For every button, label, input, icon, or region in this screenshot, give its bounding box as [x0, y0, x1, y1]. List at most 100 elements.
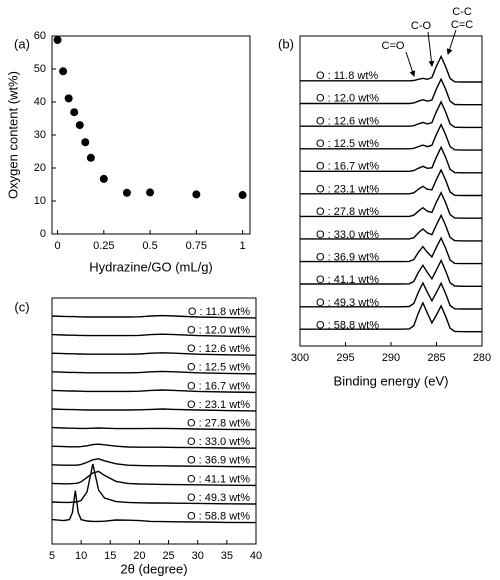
series-label: O : 12.5 wt%	[187, 362, 250, 374]
spectrum-line	[300, 258, 482, 287]
data-point	[64, 94, 73, 103]
spectrum-line	[300, 100, 482, 129]
spectrum-line	[51, 458, 257, 468]
spectrum-line	[51, 463, 257, 505]
spectrum-line	[300, 281, 482, 310]
x-tick-label: 0.25	[93, 240, 114, 252]
series-label: O : 11.8 wt%	[188, 306, 250, 318]
y-tick-label: 10	[34, 195, 46, 207]
series-label: O : 27.8 wt%	[316, 206, 379, 218]
y-tick-label: 20	[34, 162, 46, 174]
series-label: O : 12.5 wt%	[316, 138, 379, 150]
series-label: O : 36.9 wt%	[316, 252, 379, 264]
y-tick-label: 30	[34, 129, 46, 141]
spectrum-line	[51, 333, 257, 338]
series-label: O : 11.8 wt%	[316, 70, 378, 82]
series-label: O : 12.6 wt%	[316, 115, 379, 127]
x-tick-label: 20	[133, 550, 145, 562]
series-label: O : 12.6 wt%	[187, 343, 250, 355]
series-label: O : 49.3 wt%	[187, 492, 250, 504]
spectrum-line	[51, 443, 257, 449]
data-point	[70, 108, 79, 117]
x-tick-label: 25	[162, 550, 174, 562]
x-tick-label: 285	[427, 352, 445, 364]
x-tick-label: 290	[382, 352, 400, 364]
series-label: O : 36.9 wt%	[187, 455, 250, 467]
x-tick-label: 35	[221, 550, 233, 562]
x-tick-label: 0.75	[186, 240, 207, 252]
annotation: C=C	[451, 19, 473, 31]
arrow	[427, 31, 435, 67]
arrow	[405, 51, 416, 77]
y-tick-label: 50	[34, 63, 46, 75]
series-label: O : 23.1 wt%	[316, 183, 379, 195]
spectrum-line	[300, 236, 482, 265]
spectrum-line	[51, 426, 257, 431]
series-label: O : 58.8 wt%	[187, 511, 250, 523]
spectrum-line	[51, 408, 257, 412]
x-tick-label: 1	[240, 240, 246, 252]
x-tick-label: 15	[104, 550, 116, 562]
arrow	[446, 29, 457, 55]
series-label: O : 58.8 wt%	[316, 320, 379, 332]
x-axis-label: 2θ (degree)	[120, 561, 187, 576]
spectrum-line	[300, 54, 482, 83]
panel-label: (c)	[14, 299, 29, 314]
x-tick-label: 280	[473, 352, 491, 364]
x-tick-label: 295	[336, 352, 354, 364]
y-tick-label: 60	[34, 30, 46, 42]
data-point	[99, 174, 108, 183]
y-tick-label: 40	[34, 96, 46, 108]
x-tick-label: 300	[291, 352, 309, 364]
spectrum-line	[300, 301, 482, 333]
data-point	[59, 67, 68, 76]
series-label: O : 16.7 wt%	[316, 161, 379, 173]
spectrum-line	[51, 352, 257, 356]
x-tick-label: 0	[54, 240, 60, 252]
data-point	[122, 188, 131, 197]
data-point	[238, 191, 247, 200]
x-tick-label: 40	[250, 550, 262, 562]
series-label: O : 41.1 wt%	[316, 274, 379, 286]
series-label: O : 12.0 wt%	[187, 325, 250, 337]
spectrum-line	[51, 470, 257, 487]
spectrum-line	[300, 191, 482, 219]
series-label: O : 41.1 wt%	[187, 473, 250, 485]
annotation: C-O	[411, 20, 432, 32]
data-point	[146, 188, 155, 197]
spectrum-line	[300, 145, 482, 174]
x-tick-label: 10	[75, 550, 87, 562]
plot-frame	[51, 35, 251, 235]
series-label: O : 27.8 wt%	[187, 418, 250, 430]
x-tick-label: 0.5	[142, 240, 157, 252]
data-point	[81, 138, 90, 147]
y-tick-label: 0	[40, 228, 46, 240]
x-tick-label: 30	[192, 550, 204, 562]
x-axis-label: Hydrazine/GO (mL/g)	[89, 259, 213, 274]
series-label: O : 33.0 wt%	[316, 229, 379, 241]
spectrum-line	[300, 122, 482, 151]
spectrum-line	[300, 168, 482, 197]
series-label: O : 33.0 wt%	[187, 436, 250, 448]
data-point	[86, 153, 95, 162]
x-axis-label: Binding energy (eV)	[334, 373, 449, 388]
y-axis-label: Oxygen content (wt%)	[5, 71, 20, 199]
spectrum-line	[51, 314, 257, 319]
spectrum-line	[300, 213, 482, 242]
series-label: O : 16.7 wt%	[187, 380, 250, 392]
series-label: O : 12.0 wt%	[316, 93, 379, 105]
annotation: C-C	[452, 6, 472, 18]
spectrum-line	[51, 389, 257, 394]
panel-label: (b)	[278, 36, 294, 51]
annotation: C=O	[382, 40, 405, 52]
data-point	[192, 190, 201, 199]
spectrum-line	[51, 370, 257, 375]
spectrum-line	[51, 490, 257, 524]
data-point	[53, 35, 62, 44]
spectrum-line	[300, 77, 482, 106]
series-label: O : 23.1 wt%	[187, 399, 250, 411]
panel-label: (a)	[14, 36, 30, 51]
plot-frame	[51, 297, 257, 545]
x-tick-label: 5	[49, 550, 55, 562]
